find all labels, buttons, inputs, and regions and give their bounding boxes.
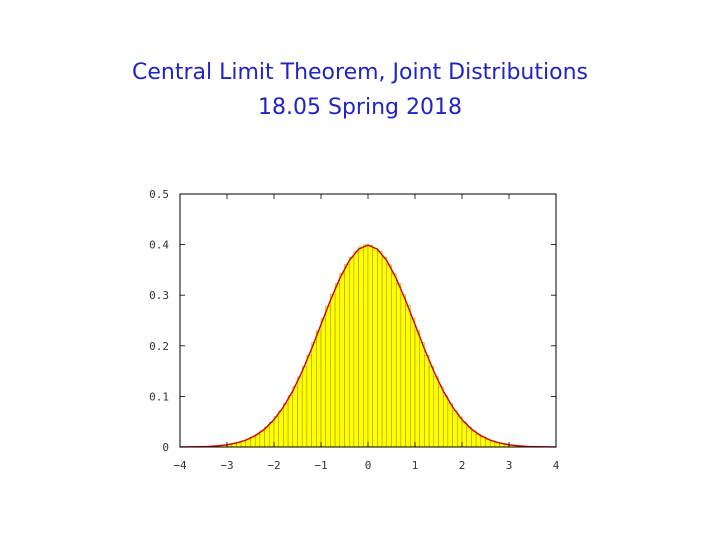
histogram-bar: [461, 422, 467, 448]
histogram-bar: [301, 366, 308, 448]
histogram-bar: [466, 426, 472, 448]
x-tick-label: −2: [267, 459, 280, 472]
y-tick-label: 0.2: [149, 340, 169, 353]
x-tick-label: 2: [459, 459, 466, 472]
x-tick-label: −1: [314, 459, 327, 472]
histogram-bar: [297, 376, 303, 448]
y-tick-label: 0.1: [149, 390, 169, 403]
x-tick-label: −4: [173, 459, 187, 472]
histogram-bar: [306, 354, 312, 448]
histogram-bar: [259, 430, 265, 448]
histogram-bar: [480, 436, 486, 448]
histogram-bar: [254, 434, 261, 448]
histogram-bar: [395, 283, 402, 448]
histogram-bar: [264, 426, 270, 448]
histogram-bar: [471, 430, 477, 448]
histogram-bar: [363, 244, 369, 448]
histogram-bar: [334, 283, 341, 448]
x-tick-label: 0: [365, 459, 372, 472]
histogram-bar: [269, 422, 275, 448]
histogram-bar: [283, 403, 289, 448]
histogram-bar: [410, 317, 416, 448]
histogram-bar: [447, 403, 453, 448]
histogram-bar: [372, 247, 378, 448]
x-tick-label: 1: [412, 459, 419, 472]
histogram-bar: [353, 251, 359, 448]
histogram-bar: [405, 305, 411, 448]
histogram-bar: [433, 376, 439, 448]
histogram-bars: [179, 244, 557, 448]
axis-ticks: [179, 193, 557, 448]
histogram-bar: [428, 366, 435, 448]
histogram-bar: [316, 330, 322, 448]
histogram-bar: [377, 251, 383, 448]
histogram-bar: [386, 264, 392, 448]
histogram-bar: [442, 395, 449, 448]
histogram-bar: [311, 342, 317, 448]
histogram-bar: [330, 293, 336, 448]
histogram-bar: [278, 410, 284, 448]
histogram-bar: [344, 264, 350, 448]
histogram-bar: [325, 305, 331, 448]
histogram-bar: [457, 416, 463, 448]
histogram-bar: [391, 273, 397, 448]
x-tick-label: −3: [220, 459, 233, 472]
y-tick-label: 0.5: [149, 188, 169, 201]
histogram-bar: [339, 273, 345, 448]
slide-subtitle: 18.05 Spring 2018: [258, 95, 462, 120]
x-tick-label: 3: [506, 459, 513, 472]
histogram-bar: [358, 246, 364, 448]
slide-title: Central Limit Theorem, Joint Distributio…: [132, 60, 588, 85]
histogram-bar: [348, 257, 355, 448]
histogram-bar: [367, 245, 373, 448]
histogram-bar: [452, 410, 458, 448]
normal-density-curve: [179, 244, 557, 448]
histogram-bar: [287, 395, 294, 448]
histogram-bar: [320, 318, 326, 448]
histogram-bar: [250, 436, 256, 448]
histogram-bar: [419, 342, 425, 448]
x-axis-tick-labels: −4 −3 −2 −1 0 1 2 3 4: [173, 459, 559, 472]
histogram-bar: [414, 330, 420, 448]
histogram-bar: [292, 386, 298, 448]
x-tick-label: 4: [553, 459, 560, 472]
histogram-bar: [438, 386, 444, 448]
histogram-bar: [381, 257, 388, 448]
y-axis-tick-labels: 0 0.1 0.2 0.3 0.4 0.5: [149, 188, 169, 454]
y-tick-label: 0.3: [149, 289, 169, 302]
y-tick-label: 0.4: [149, 239, 169, 252]
histogram-bar: [424, 354, 430, 448]
histogram-bar: [400, 294, 406, 448]
histogram-bar: [273, 416, 279, 448]
histogram-bar: [475, 434, 482, 448]
y-tick-label: 0: [162, 441, 169, 454]
